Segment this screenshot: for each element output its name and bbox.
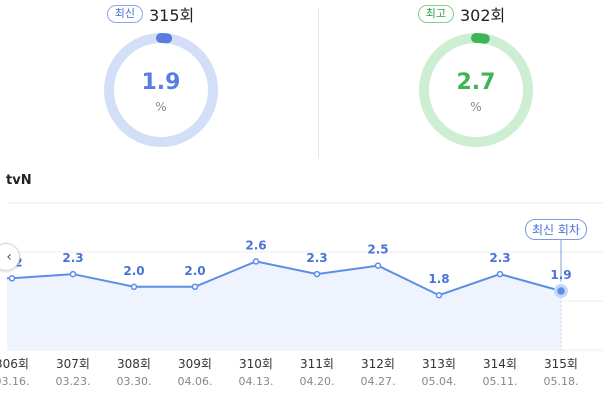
- x-tick-label: 310회: [239, 357, 273, 371]
- x-tick-label: 309회: [178, 357, 212, 371]
- data-point: [496, 270, 504, 278]
- x-date-label: 05.18.: [544, 375, 579, 388]
- x-date-label: 03.16.: [0, 375, 30, 388]
- divider: [318, 8, 319, 158]
- x-tick-label: 308회: [117, 357, 151, 371]
- area-fill: [7, 261, 561, 350]
- data-point: [130, 283, 138, 291]
- x-tick-label: 315회: [544, 357, 578, 371]
- latest-episode-tooltip: 최신 회차: [525, 219, 587, 240]
- x-date-label: 04.13.: [239, 375, 274, 388]
- x-tick-label: 312회: [361, 357, 395, 371]
- channel-label: tvN: [6, 173, 32, 188]
- ratings-line-chart: 2.2306회03.16.2.3307회03.23.2.0308회03.30.2…: [0, 202, 603, 388]
- highest-donut-arc: [419, 33, 533, 147]
- latest-rating-panel: 최신 315회 1.9 %: [0, 0, 301, 160]
- latest-rating-value: 1.9: [141, 70, 181, 95]
- data-point: [252, 258, 260, 265]
- data-point: [191, 283, 199, 291]
- data-label: 2.0: [184, 264, 205, 278]
- latest-header: 최신 315회: [0, 2, 301, 26]
- x-date-label: 05.11.: [483, 375, 518, 388]
- data-label: 2.0: [123, 264, 144, 278]
- x-date-label: 03.30.: [117, 375, 152, 388]
- data-point: [557, 287, 565, 295]
- latest-rating-unit: %: [155, 100, 167, 114]
- highest-header: 최고 302회: [320, 2, 603, 26]
- data-point: [374, 262, 382, 269]
- data-label: 2.3: [489, 251, 510, 265]
- highest-episode: 302회: [459, 6, 506, 25]
- data-label: 2.5: [367, 243, 388, 257]
- latest-episode: 315회: [148, 6, 195, 25]
- data-label: 2.3: [306, 251, 327, 265]
- x-date-label: 04.20.: [300, 375, 335, 388]
- latest-donut-chart: 1.9 %: [101, 30, 221, 154]
- chevron-left-icon: ‹: [6, 249, 12, 265]
- highest-donut-chart: 2.7 %: [416, 30, 536, 154]
- data-point: [69, 270, 77, 278]
- data-label: 2.6: [245, 238, 266, 252]
- data-label: 1.9: [550, 268, 571, 282]
- latest-donut-arc: [104, 33, 218, 147]
- data-label: 2.3: [62, 251, 83, 265]
- x-date-label: 04.27.: [361, 375, 396, 388]
- x-tick-label: 307회: [56, 357, 90, 371]
- x-tick-label: 314회: [483, 357, 517, 371]
- x-tick-label: 313회: [422, 357, 456, 371]
- highest-rating-unit: %: [470, 100, 482, 114]
- data-point: [313, 270, 321, 278]
- highest-rating-panel: 최고 302회 2.7 %: [320, 0, 603, 160]
- data-point: [435, 291, 443, 299]
- x-tick-label: 311회: [300, 357, 334, 371]
- x-date-label: 04.06.: [178, 375, 213, 388]
- x-date-label: 03.23.: [56, 375, 91, 388]
- latest-badge: 최신: [106, 5, 143, 23]
- x-date-label: 05.04.: [422, 375, 457, 388]
- highest-rating-value: 2.7: [456, 70, 496, 95]
- data-point: [8, 275, 16, 282]
- x-tick-label: 306회: [0, 357, 29, 371]
- data-label: 1.8: [428, 272, 449, 286]
- highest-badge: 최고: [417, 5, 454, 23]
